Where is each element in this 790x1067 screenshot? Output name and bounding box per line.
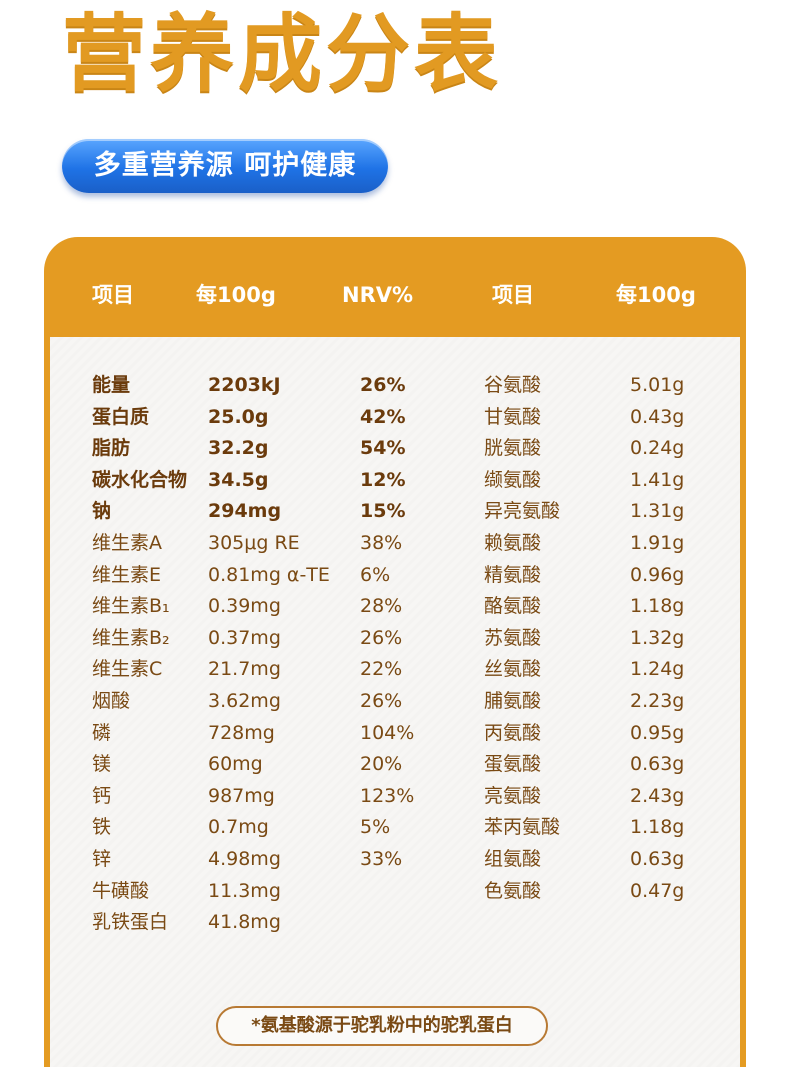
header-item-2: 项目	[492, 283, 534, 307]
nutrient-value: 60mg	[208, 753, 263, 776]
nutrient-value: 21.7mg	[208, 658, 281, 681]
nutrient-name: 磷	[92, 721, 112, 744]
nutrient-value: 987mg	[208, 784, 275, 807]
nutrient-value: 4.98mg	[208, 848, 281, 870]
nutrient-nrv: 28%	[360, 595, 403, 618]
nutrient-name: 钙	[92, 784, 112, 807]
nutrient-value: 34.5g	[208, 468, 269, 491]
nutrient-name: 脂肪	[92, 437, 131, 460]
nutrient-value: 0.81mg α-TE	[208, 563, 330, 586]
amino-acid-value: 1.18g	[630, 595, 685, 618]
nutrient-value: 0.39mg	[208, 595, 281, 618]
nutrient-value: 294mg	[208, 500, 282, 523]
nutrient-nrv: 20%	[360, 753, 403, 776]
amino-acid-name: 缬氨酸	[484, 468, 542, 491]
nutrient-nrv: 104%	[360, 721, 415, 744]
nutrient-value: 11.3mg	[208, 879, 281, 902]
nutrient-name: 烟酸	[92, 690, 131, 712]
nutrient-name: 碳水化合物	[92, 468, 188, 491]
amino-acid-name: 亮氨酸	[484, 784, 542, 807]
nutrient-nrv: 6%	[360, 563, 391, 586]
amino-acid-value: 0.24g	[630, 437, 685, 460]
header-item: 项目	[92, 283, 134, 307]
nutrient-nrv: 5%	[360, 816, 391, 839]
nutrient-nrv: 26%	[360, 690, 403, 712]
header-per100g: 每100g	[196, 283, 276, 307]
amino-acid-name: 蛋氨酸	[484, 753, 542, 776]
nutrient-nrv: 54%	[360, 437, 406, 460]
nutrient-name: 乳铁蛋白	[92, 911, 169, 934]
amino-acid-name: 胱氨酸	[484, 437, 542, 460]
nutrient-value: 2203kJ	[208, 374, 281, 396]
amino-acid-value: 1.91g	[630, 532, 685, 554]
amino-acid-value: 0.95g	[630, 721, 685, 744]
nutrient-name: 钠	[92, 500, 112, 523]
nutrient-value: 3.62mg	[208, 690, 281, 712]
amino-acid-name: 组氨酸	[484, 848, 542, 870]
amino-acid-name: 苯丙氨酸	[484, 816, 561, 839]
nutrient-name: 镁	[92, 753, 112, 776]
page-title: 营养成分表	[62, 5, 503, 103]
amino-acid-name: 苏氨酸	[484, 626, 542, 649]
amino-acid-value: 1.24g	[630, 658, 685, 681]
amino-acid-value: 2.23g	[630, 690, 685, 712]
nutrient-name: 维生素B₁	[92, 595, 170, 618]
nutrient-nrv: 123%	[360, 784, 415, 807]
header-per100g-2: 每100g	[616, 283, 696, 307]
amino-acid-name: 色氨酸	[484, 879, 542, 902]
amino-acid-value: 0.63g	[630, 753, 685, 776]
nutrient-value: 32.2g	[208, 437, 269, 460]
amino-acid-value: 1.32g	[630, 626, 685, 649]
amino-acid-value: 1.18g	[630, 816, 685, 839]
nutrient-value: 728mg	[208, 721, 275, 744]
amino-acid-value: 2.43g	[630, 784, 685, 807]
nutrient-nrv: 12%	[360, 468, 406, 491]
nutrient-name: 维生素A	[92, 532, 162, 554]
nutrient-name: 牛磺酸	[92, 879, 150, 902]
nutrient-value: 25.0g	[208, 405, 269, 428]
nutrient-nrv: 42%	[360, 405, 406, 428]
nutrition-table: 项目 每100g NRV% 项目 每100g 能量 2203kJ 26% 蛋白质 25.…	[44, 237, 746, 1067]
amino-acid-value: 1.41g	[630, 468, 685, 491]
nutrient-value: 0.7mg	[208, 816, 269, 839]
amino-acid-name: 丝氨酸	[484, 658, 542, 681]
amino-acid-name: 丙氨酸	[484, 721, 542, 744]
amino-acid-value: 5.01g	[630, 374, 685, 396]
amino-acid-value: 0.96g	[630, 563, 685, 586]
amino-acid-value: 1.31g	[630, 500, 685, 523]
nutrient-nrv: 38%	[360, 532, 403, 554]
amino-acid-name: 甘氨酸	[484, 405, 542, 428]
amino-acid-name: 谷氨酸	[484, 374, 542, 396]
nutrient-name: 能量	[92, 374, 131, 396]
amino-acid-name: 酪氨酸	[484, 595, 542, 618]
amino-acid-value: 0.63g	[630, 848, 685, 870]
amino-acid-name: 脯氨酸	[484, 690, 542, 712]
nutrient-nrv: 26%	[360, 374, 406, 396]
header-nrv: NRV%	[342, 283, 414, 307]
nutrient-name: 锌	[92, 848, 112, 870]
nutrient-nrv: 15%	[360, 500, 406, 523]
nutrient-nrv: 22%	[360, 658, 403, 681]
nutrient-name: 维生素E	[92, 563, 162, 586]
amino-acid-value: 0.47g	[630, 879, 685, 902]
nutrient-name: 维生素B₂	[92, 626, 170, 649]
nutrient-nrv: 33%	[360, 848, 403, 870]
nutrient-value: 41.8mg	[208, 911, 281, 934]
footnote: *氨基酸源于驼乳粉中的驼乳蛋白	[216, 1006, 548, 1046]
amino-acid-name: 精氨酸	[484, 563, 542, 586]
nutrient-name: 维生素C	[92, 658, 163, 681]
nutrient-nrv: 26%	[360, 626, 403, 649]
nutrient-value: 0.37mg	[208, 626, 281, 649]
amino-acid-name: 赖氨酸	[484, 532, 542, 554]
amino-acid-value: 0.43g	[630, 405, 685, 428]
nutrient-value: 305μg RE	[208, 532, 300, 554]
amino-acid-name: 异亮氨酸	[484, 500, 561, 523]
nutrient-name: 蛋白质	[92, 405, 150, 428]
nutrient-name: 铁	[92, 816, 112, 839]
subtitle-badge: 多重营养源 呵护健康	[62, 139, 388, 193]
table-body: 能量 2203kJ 26% 蛋白质 25.0g 42% 脂肪 32.2g 54% 碳水化合物 34.…	[50, 337, 740, 1067]
